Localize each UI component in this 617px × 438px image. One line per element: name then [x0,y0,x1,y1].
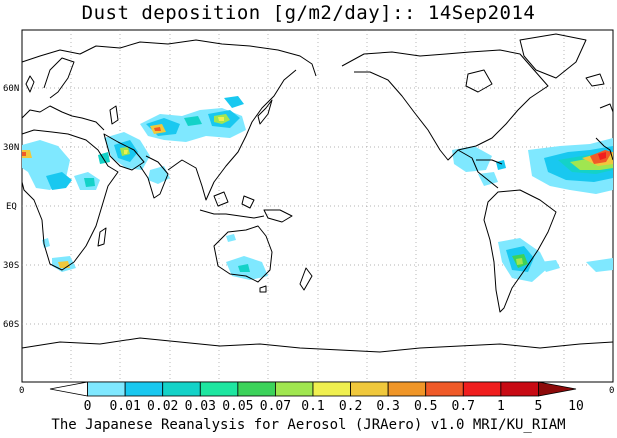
colorbar-swatch [350,381,389,397]
colorbar-swatch [237,381,276,397]
colorbar-label: 0.01 [109,399,140,414]
lat-tick-60s: 60S [3,320,19,330]
lat-tick-eq: EQ [6,202,17,212]
colorbar-swatch [124,381,164,397]
colorbar-label: 0.5 [414,399,437,414]
colorbar-label: 0.07 [260,399,291,414]
colorbar-swatch [425,381,464,397]
lat-tick-60n: 60N [3,84,19,94]
colorbar-swatch [500,381,539,397]
colorbar-label: 0.7 [452,399,475,414]
colorbar: 0 0.01 0.02 0.03 0.05 0.07 0.1 0.2 0.3 0.5 0.7 1 5 10 [49,381,584,414]
lat-tick-30s: 30S [3,261,19,271]
colorbar-label: 0.02 [147,399,178,414]
credit-text: The Japanese Reanalysis for Aerosol (JRA… [51,417,566,433]
colorbar-swatch [387,381,427,397]
colorbar-label: 5 [535,399,543,414]
dust-shading [22,96,613,282]
colorbar-swatch [199,381,239,397]
colorbar-label: 1 [497,399,505,414]
colorbar-swatch [538,381,577,397]
colorbar-swatch [87,381,126,397]
lat-tick-30n: 30N [3,143,19,153]
colorbar-swatch [312,381,351,397]
colorbar-label: 0.3 [376,399,399,414]
latitude-ticks: 60N 30N EQ 30S 60S [3,84,19,330]
lon-tick-right: 0 [609,386,614,396]
colorbar-label: 0.2 [339,399,362,414]
colorbar-label: 0.05 [222,399,253,414]
colorbar-swatch [162,381,201,397]
colorbar-label: 0.03 [185,399,216,414]
lon-tick-left: 0 [19,386,24,396]
colorbar-label: 0 [84,399,92,414]
colorbar-label: 10 [568,399,584,414]
colorbar-label: 0.1 [301,399,324,414]
coastlines [21,33,614,353]
colorbar-swatch [462,381,502,397]
colorbar-swatch [49,381,88,397]
colorbar-swatch [275,381,314,397]
map-title: Dust deposition [g/m2/day]:: 14Sep2014 [81,2,536,24]
